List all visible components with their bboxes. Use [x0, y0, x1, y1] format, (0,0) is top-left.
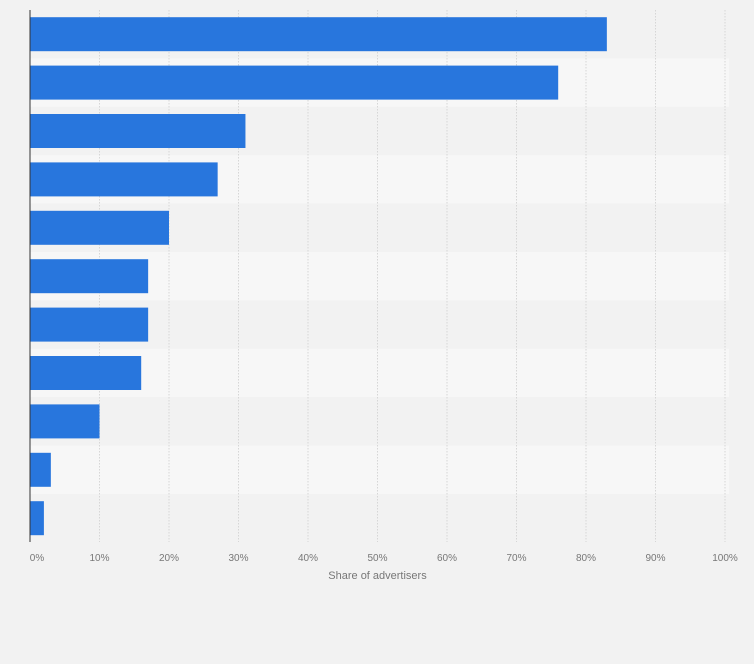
- x-tick-label: 0%: [30, 553, 45, 564]
- row-band: [30, 494, 729, 543]
- bar: [30, 356, 142, 390]
- row-band: [30, 348, 729, 398]
- bar: [30, 114, 246, 148]
- row-band: [30, 397, 729, 446]
- bar: [30, 452, 51, 487]
- bar: [30, 65, 559, 100]
- x-axis-title: Share of advertisers: [328, 570, 427, 582]
- x-tick-label: 10%: [89, 553, 109, 564]
- x-tick-label: 80%: [576, 553, 596, 564]
- x-tick-label: 90%: [645, 553, 665, 564]
- bar: [30, 162, 218, 197]
- bar: [30, 404, 100, 439]
- x-tick-label: 30%: [228, 553, 248, 564]
- bar: [30, 259, 149, 294]
- row-band: [30, 445, 729, 494]
- x-tick-label: 100%: [712, 553, 738, 564]
- x-tick-label: 70%: [506, 553, 526, 564]
- bars: [30, 17, 607, 536]
- bar: [30, 307, 149, 342]
- bar: [30, 17, 607, 52]
- x-tick-label: 40%: [298, 553, 318, 564]
- x-tick-label: 50%: [367, 553, 387, 564]
- bar: [30, 210, 169, 245]
- x-tick-label: 60%: [437, 553, 457, 564]
- x-tick-labels: 0% 10% 20% 30% 40% 50% 60% 70% 80% 90% 100%: [30, 553, 738, 564]
- bar: [30, 501, 44, 536]
- x-tick-label: 20%: [159, 553, 179, 564]
